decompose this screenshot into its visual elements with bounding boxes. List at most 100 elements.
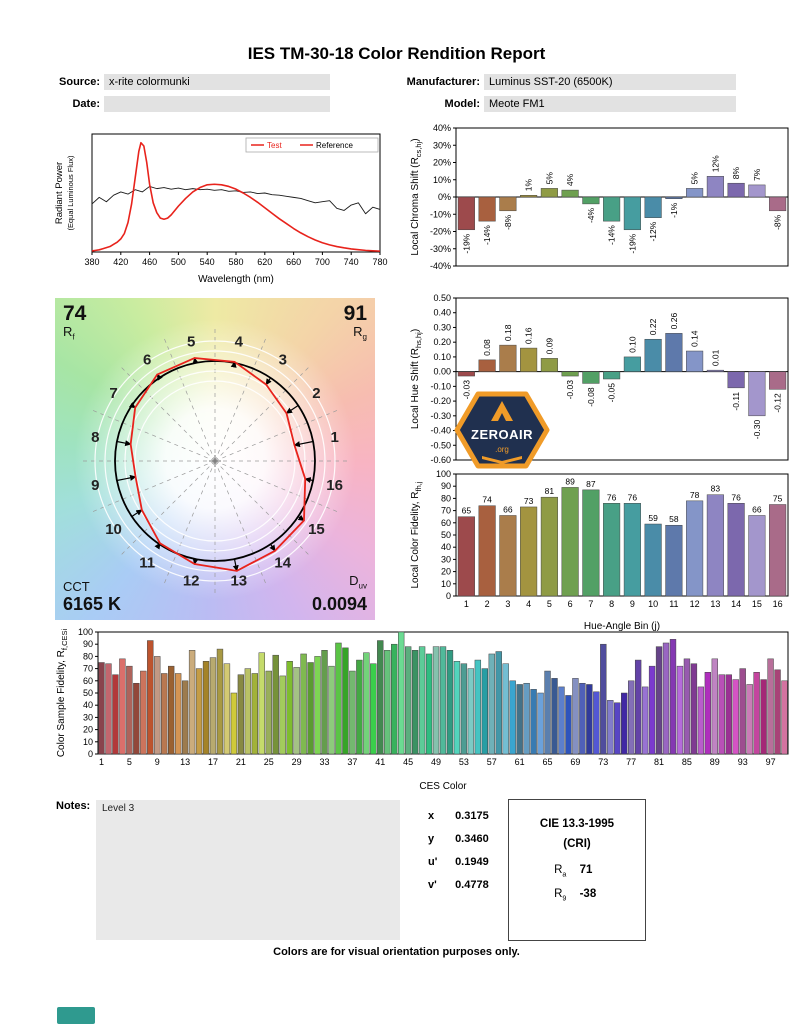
svg-text:5: 5: [127, 757, 132, 767]
svg-text:0.00: 0.00: [433, 367, 451, 377]
svg-text:16: 16: [326, 477, 343, 494]
coordinate-row-v: v' 0.4778: [428, 879, 489, 891]
svg-text:60: 60: [441, 518, 451, 528]
cct-readout: CCT 6165 K: [63, 579, 121, 614]
svg-text:100: 100: [436, 469, 451, 479]
r9-value: -38: [579, 888, 597, 901]
rf-value: 74: [63, 302, 87, 325]
svg-text:14: 14: [731, 599, 741, 609]
svg-text:16: 16: [773, 599, 783, 609]
svg-text:-0.08: -0.08: [586, 387, 596, 407]
svg-text:90: 90: [83, 639, 93, 649]
svg-text:0.20: 0.20: [433, 337, 451, 347]
svg-text:5%: 5%: [690, 172, 700, 185]
svg-text:57: 57: [487, 757, 497, 767]
svg-text:0.50: 0.50: [433, 293, 451, 303]
svg-text:45: 45: [403, 757, 413, 767]
svg-text:76: 76: [731, 492, 741, 502]
cri-ra-row: Ra 71: [509, 864, 645, 878]
svg-text:30: 30: [83, 712, 93, 722]
svg-text:70: 70: [83, 664, 93, 674]
svg-text:460: 460: [142, 257, 157, 267]
cri-subtitle: (CRI): [563, 838, 591, 850]
svg-text:-0.12: -0.12: [773, 393, 783, 413]
svg-text:87: 87: [586, 479, 596, 489]
svg-text:0.18: 0.18: [503, 324, 513, 341]
svg-text:83: 83: [711, 484, 721, 494]
svg-text:-20%: -20%: [430, 227, 451, 237]
svg-text:Wavelength (nm): Wavelength (nm): [198, 274, 274, 285]
svg-text:-0.05: -0.05: [607, 383, 617, 403]
svg-text:13: 13: [180, 757, 190, 767]
svg-text:70: 70: [441, 506, 451, 516]
svg-text:11: 11: [139, 554, 155, 571]
svg-text:93: 93: [738, 757, 748, 767]
svg-text:37: 37: [347, 757, 357, 767]
svg-text:14: 14: [274, 554, 291, 571]
source-value: x-rite colormunki: [104, 74, 330, 90]
svg-text:100: 100: [78, 627, 93, 637]
svg-text:40%: 40%: [433, 123, 451, 133]
svg-text:20: 20: [83, 725, 93, 735]
coordinate-row-u: u' 0.1949: [428, 856, 489, 868]
svg-text:6: 6: [143, 352, 151, 369]
page-corner-mark: [57, 1007, 95, 1024]
svg-text:89: 89: [710, 757, 720, 767]
svg-text:500: 500: [171, 257, 186, 267]
notes-value: Level 3: [102, 803, 135, 814]
svg-text:77: 77: [626, 757, 636, 767]
logo-a-mark-icon: [491, 401, 513, 421]
coord-v-value: 0.4778: [455, 879, 489, 891]
notes-label: Notes:: [56, 800, 91, 812]
rg-readout: 91 Rg: [344, 303, 367, 345]
svg-text:Local Hue Shift (Rhs,hj): Local Hue Shift (Rhs,hj): [410, 329, 423, 429]
svg-text:60: 60: [83, 676, 93, 686]
svg-text:9: 9: [155, 757, 160, 767]
svg-text:0.09: 0.09: [544, 338, 554, 355]
svg-text:76: 76: [628, 492, 638, 502]
svg-text:Reference: Reference: [316, 141, 353, 150]
svg-text:40: 40: [441, 542, 451, 552]
svg-text:3: 3: [505, 599, 510, 609]
svg-text:780: 780: [372, 257, 387, 267]
svg-text:-0.50: -0.50: [430, 440, 451, 450]
rf-readout: 74 Rf: [63, 303, 86, 345]
svg-text:9: 9: [91, 477, 99, 494]
coord-x-value: 0.3175: [455, 810, 489, 822]
cri-title: CIE 13.3-1995: [539, 818, 615, 830]
svg-text:7: 7: [109, 385, 117, 402]
svg-text:12: 12: [690, 599, 700, 609]
rg-label: Rg: [353, 324, 367, 342]
svg-text:3: 3: [279, 352, 287, 369]
logo-hexagon: [454, 391, 550, 469]
svg-text:-0.10: -0.10: [430, 381, 451, 391]
svg-text:0%: 0%: [438, 192, 451, 202]
svg-text:80: 80: [441, 493, 451, 503]
ra-label: Ra: [554, 864, 567, 879]
svg-text:4: 4: [526, 599, 531, 609]
svg-text:-1%: -1%: [669, 202, 679, 218]
date-label: Date:: [72, 98, 100, 110]
svg-text:15: 15: [752, 599, 762, 609]
svg-text:1%: 1%: [524, 179, 534, 192]
svg-text:Radiant Power: Radiant Power: [54, 162, 65, 224]
svg-text:81: 81: [654, 757, 664, 767]
svg-text:73: 73: [598, 757, 608, 767]
cct-label: CCT: [63, 579, 90, 594]
svg-text:-10%: -10%: [430, 209, 451, 219]
logo-bottom-band: [482, 456, 522, 464]
ra-value: 71: [579, 864, 593, 876]
coord-v-label: v': [428, 879, 437, 891]
svg-text:-14%: -14%: [607, 225, 617, 245]
notes-box: Level 3: [96, 800, 400, 940]
manufacturer-label: Manufacturer:: [406, 76, 480, 88]
svg-text:-0.30: -0.30: [752, 420, 762, 440]
svg-text:65: 65: [543, 757, 553, 767]
svg-text:-0.11: -0.11: [731, 392, 741, 411]
svg-text:74: 74: [482, 495, 492, 505]
svg-text:59: 59: [648, 513, 658, 523]
logo-text: ZEROAIR: [471, 427, 533, 442]
svg-text:5: 5: [547, 599, 552, 609]
svg-text:1: 1: [99, 757, 104, 767]
svg-text:17: 17: [208, 757, 218, 767]
